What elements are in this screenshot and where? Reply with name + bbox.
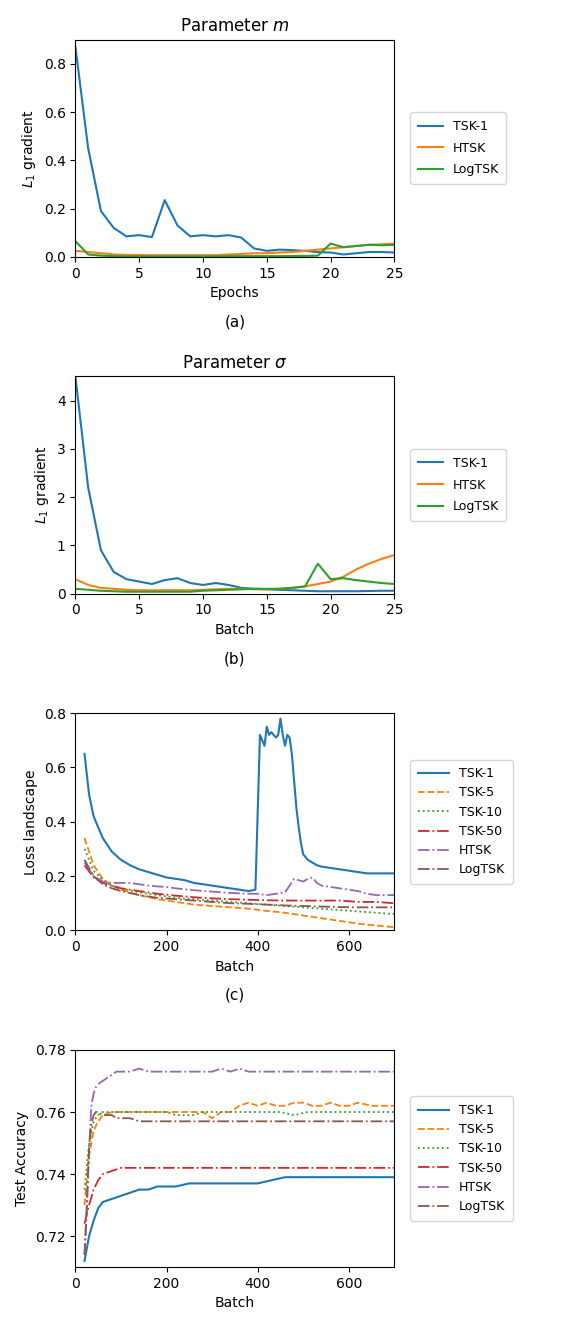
Legend: TSK-1, TSK-5, TSK-10, TSK-50, HTSK, LogTSK: TSK-1, TSK-5, TSK-10, TSK-50, HTSK, LogT…: [410, 1097, 513, 1221]
X-axis label: Batch: Batch: [215, 1296, 255, 1311]
Y-axis label: Test Accuracy: Test Accuracy: [16, 1111, 30, 1206]
X-axis label: Batch: Batch: [215, 960, 255, 974]
Text: (b): (b): [224, 651, 246, 667]
Y-axis label: $L_1$ gradient: $L_1$ gradient: [20, 108, 38, 187]
Text: (c): (c): [225, 987, 245, 1003]
Y-axis label: $L_1$ gradient: $L_1$ gradient: [33, 446, 51, 524]
Legend: TSK-1, HTSK, LogTSK: TSK-1, HTSK, LogTSK: [410, 449, 506, 521]
Y-axis label: Loss landscape: Loss landscape: [24, 770, 38, 875]
Text: (a): (a): [224, 314, 245, 330]
X-axis label: Batch: Batch: [215, 623, 255, 638]
Title: Parameter $m$: Parameter $m$: [180, 17, 289, 36]
Legend: TSK-1, TSK-5, TSK-10, TSK-50, HTSK, LogTSK: TSK-1, TSK-5, TSK-10, TSK-50, HTSK, LogT…: [410, 760, 513, 884]
X-axis label: Epochs: Epochs: [210, 286, 260, 300]
Legend: TSK-1, HTSK, LogTSK: TSK-1, HTSK, LogTSK: [410, 112, 506, 183]
Title: Parameter $\sigma$: Parameter $\sigma$: [182, 354, 288, 372]
